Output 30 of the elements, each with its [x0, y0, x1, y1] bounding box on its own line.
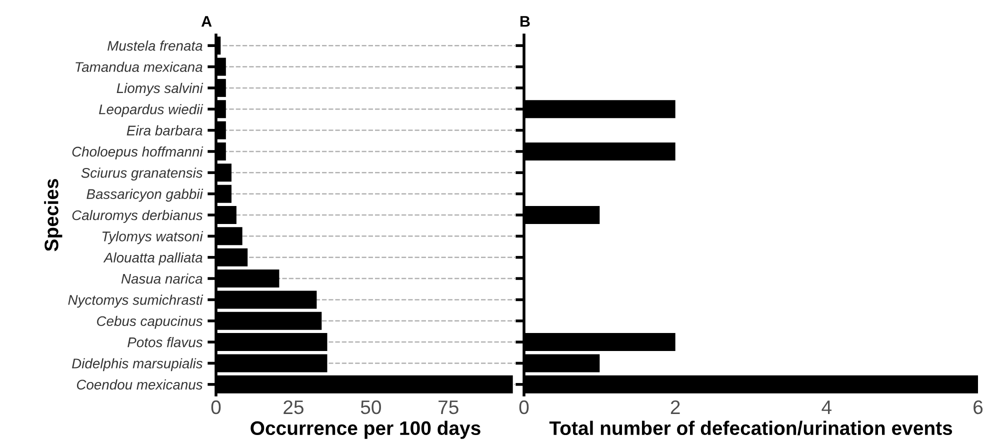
y-tick-label: Mustela frenata — [108, 40, 202, 51]
y-tick-label: Tylomys watsoni — [102, 231, 204, 244]
y-tick-label: Choloepus hoffmanni — [72, 146, 204, 160]
y-tick-label: Didelphis marsupialis — [72, 358, 203, 372]
x-tick-label: 0 — [519, 400, 529, 414]
x-axis-title: Occurrence per 100 days — [250, 420, 480, 439]
y-tick-label: Sciurus granatensis — [81, 168, 203, 181]
x-tick-label: 2 — [670, 400, 680, 414]
y-tick-label: Tamandua mexicana — [76, 62, 202, 72]
y-tick-label: Cebus capucinus — [97, 316, 203, 329]
x-tick-label: 75 — [438, 400, 458, 414]
y-tick-label: Liomys salvini — [116, 82, 204, 96]
chart-title: A — [201, 16, 212, 27]
y-tick-label: Bassaricyon gabbii — [86, 188, 204, 202]
y-tick-label: Coendou mexicanus — [76, 379, 203, 390]
x-tick-label: 4 — [822, 400, 832, 414]
x-tick-label: 6 — [974, 400, 983, 414]
chart-title: B — [520, 16, 530, 27]
y-tick-label: Eira barbara — [126, 125, 202, 136]
y-tick-label: Nyctomys sumichrasti — [68, 294, 204, 308]
y-tick-label: Leopardus wiedii — [99, 104, 204, 118]
x-tick-label: 25 — [284, 400, 304, 414]
y-tick-label: Nasua narica — [121, 273, 202, 284]
y-axis-title: Species — [44, 179, 62, 252]
x-axis-title: Total number of defecation/urination events — [549, 420, 952, 436]
x-tick-label: 50 — [360, 400, 381, 414]
y-tick-label: Alouatta palliata — [103, 252, 202, 266]
x-tick-label: 0 — [211, 400, 221, 414]
y-tick-label: Caluromys derbianus — [72, 210, 203, 223]
y-tick-label: Potos flavus — [128, 337, 203, 348]
